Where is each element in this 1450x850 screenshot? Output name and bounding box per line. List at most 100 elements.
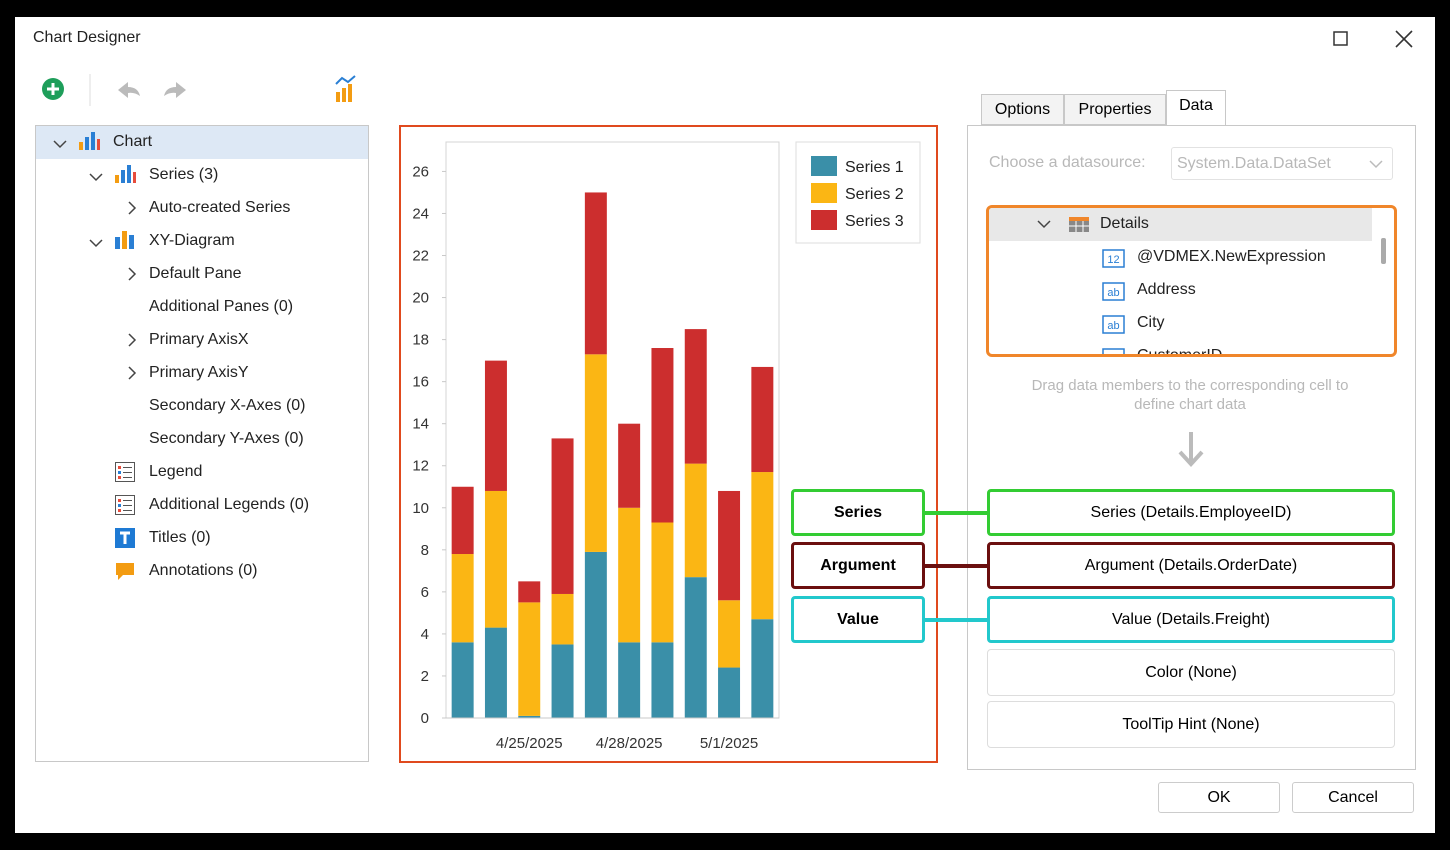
tree-item[interactable]: Primary AxisY bbox=[36, 357, 368, 390]
tree-label: Additional Legends (0) bbox=[149, 496, 310, 513]
y-tick-label: 22 bbox=[412, 248, 429, 265]
tab[interactable]: Options bbox=[981, 94, 1064, 125]
cancel-button[interactable]: Cancel bbox=[1292, 782, 1414, 813]
tree-icon bbox=[115, 231, 137, 258]
y-tick-label: 16 bbox=[412, 374, 429, 391]
datasource-label: Choose a datasource: bbox=[989, 154, 1146, 171]
maximize[interactable] bbox=[1333, 31, 1348, 46]
chevron bbox=[89, 235, 103, 253]
tree-panel: Chart Series (3) Auto-created Series XY-Dia… bbox=[35, 125, 369, 762]
tree-item[interactable]: Additional Legends (0) bbox=[36, 489, 368, 522]
chart-frame bbox=[399, 125, 938, 763]
legend-swatch bbox=[811, 156, 837, 176]
field-item[interactable]: ab CustomerID bbox=[989, 340, 1372, 357]
legend-swatch bbox=[811, 210, 837, 230]
redo-button[interactable] bbox=[164, 82, 186, 98]
tree-label: Default Pane bbox=[149, 265, 242, 282]
chevron bbox=[125, 267, 137, 286]
field-icon: ab bbox=[1102, 315, 1126, 340]
field-item[interactable]: ab City bbox=[989, 307, 1372, 340]
tree-item[interactable]: Additional Panes (0) bbox=[36, 291, 368, 324]
chevron bbox=[125, 366, 137, 385]
tree-label: Annotations (0) bbox=[149, 562, 258, 579]
field-item[interactable]: ab Address bbox=[989, 274, 1372, 307]
legend-label: Series 2 bbox=[845, 186, 904, 203]
hint: Drag data members to the corresponding c… bbox=[1031, 377, 1349, 413]
tab[interactable]: Properties bbox=[1064, 94, 1166, 125]
y-tick-label: 4 bbox=[421, 626, 429, 643]
chevron bbox=[125, 333, 137, 352]
bar-segment bbox=[718, 490, 741, 601]
y-tick-label: 2 bbox=[421, 668, 429, 685]
tab-active[interactable]: Data bbox=[1166, 90, 1226, 126]
field-label: CustomerID bbox=[1137, 347, 1223, 357]
mapping-cell[interactable]: Value (Details.Freight) bbox=[987, 596, 1395, 643]
bar-segment bbox=[751, 366, 774, 473]
mapping-cell[interactable]: Series (Details.EmployeeID) bbox=[987, 489, 1395, 536]
chevron bbox=[125, 201, 137, 220]
tree-label: Primary AxisX bbox=[149, 331, 249, 348]
connector bbox=[925, 564, 987, 568]
tree-item[interactable]: Primary AxisX bbox=[36, 324, 368, 357]
bar-segment bbox=[618, 423, 641, 508]
field-icon: 12 bbox=[1102, 249, 1126, 274]
datasource-value: System.Data.DataSet bbox=[1177, 155, 1331, 172]
connector bbox=[925, 511, 987, 515]
legend-label: Series 3 bbox=[845, 213, 904, 230]
bar-segment bbox=[618, 507, 641, 643]
tree-item[interactable]: Default Pane bbox=[36, 258, 368, 291]
bar-segment bbox=[551, 644, 574, 718]
datasource-combo[interactable]: System.Data.DataSet bbox=[1171, 147, 1393, 180]
tree-label: Auto-created Series bbox=[149, 199, 291, 216]
bar-segment bbox=[684, 463, 707, 578]
field-label: @VDMEX.NewExpression bbox=[1137, 248, 1326, 265]
chart-wizard-button[interactable] bbox=[335, 75, 356, 102]
y-tick-label: 26 bbox=[412, 163, 429, 180]
y-tick-label: 18 bbox=[412, 332, 429, 349]
ok-button[interactable]: OK bbox=[1158, 782, 1280, 813]
legend-swatch bbox=[811, 183, 837, 203]
bar-segment bbox=[651, 522, 674, 643]
bar-segment bbox=[618, 642, 641, 718]
tree-label: Secondary X-Axes (0) bbox=[149, 397, 306, 414]
tree-item[interactable]: Titles (0) bbox=[36, 522, 368, 555]
undo-button[interactable] bbox=[118, 82, 140, 98]
window-title: Chart Designer bbox=[33, 29, 141, 46]
tree-item[interactable]: Annotations (0) bbox=[36, 555, 368, 588]
tree-item[interactable]: Secondary Y-Axes (0) bbox=[36, 423, 368, 456]
tree-icon bbox=[115, 561, 137, 588]
tree-item[interactable]: XY-Diagram bbox=[36, 225, 368, 258]
scrollbar[interactable] bbox=[1381, 238, 1386, 264]
tree-label: Secondary Y-Axes (0) bbox=[149, 430, 304, 447]
tree-item[interactable]: Series (3) bbox=[36, 159, 368, 192]
mapping-cell[interactable]: Color (None) bbox=[987, 649, 1395, 696]
bar-segment bbox=[484, 360, 507, 491]
mapping-cell[interactable]: Argument (Details.OrderDate) bbox=[987, 542, 1395, 589]
tree-item[interactable]: Chart bbox=[36, 126, 368, 159]
y-tick-label: 24 bbox=[412, 205, 429, 222]
tree-label: Series (3) bbox=[149, 166, 219, 183]
tree-icon bbox=[115, 462, 137, 489]
tree-label: Additional Panes (0) bbox=[149, 298, 294, 315]
chevron bbox=[53, 136, 67, 154]
group-row[interactable]: Details bbox=[989, 208, 1372, 241]
tree-item[interactable]: Secondary X-Axes (0) bbox=[36, 390, 368, 423]
window-controls[interactable] bbox=[1330, 28, 1420, 50]
tree-item[interactable]: Auto-created Series bbox=[36, 192, 368, 225]
toolbar bbox=[42, 74, 356, 106]
y-tick-label: 14 bbox=[412, 416, 429, 433]
x-tick-label: 4/25/2025 bbox=[496, 735, 563, 752]
svg-text:12: 12 bbox=[1107, 254, 1119, 266]
svg-text:ab: ab bbox=[1107, 320, 1119, 332]
tree-icon bbox=[115, 165, 137, 192]
bar-segment bbox=[584, 192, 607, 355]
bar-segment bbox=[484, 490, 507, 628]
tree-icon bbox=[115, 528, 137, 555]
field-item[interactable]: 12 @VDMEX.NewExpression bbox=[989, 241, 1372, 274]
mapping-cell[interactable]: ToolTip Hint (None) bbox=[987, 701, 1395, 748]
tree-item[interactable]: Legend bbox=[36, 456, 368, 489]
bar-segment bbox=[451, 642, 474, 718]
bar-segment bbox=[718, 600, 741, 668]
close[interactable] bbox=[1395, 30, 1413, 48]
